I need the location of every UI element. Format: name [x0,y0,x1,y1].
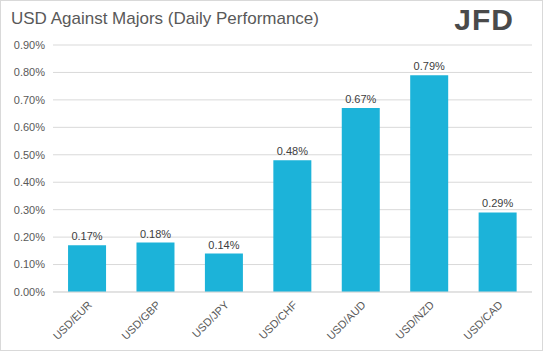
svg-text:0.48%: 0.48% [277,145,308,157]
svg-text:0.20%: 0.20% [14,231,45,243]
svg-text:0.18%: 0.18% [140,228,171,240]
svg-text:0.00%: 0.00% [14,286,45,298]
svg-text:0.70%: 0.70% [14,94,45,106]
svg-text:USD/GBP: USD/GBP [119,298,162,341]
svg-text:0.90%: 0.90% [14,39,45,51]
svg-text:0.50%: 0.50% [14,149,45,161]
svg-text:0.29%: 0.29% [482,197,513,209]
html-text:JFD: JFD [454,3,514,36]
svg-text:0.79%: 0.79% [414,60,445,72]
svg-text:USD/EUR: USD/EUR [51,298,95,342]
svg-text:USD/JPY: USD/JPY [190,298,232,340]
svg-text:0.80%: 0.80% [14,66,45,78]
svg-text:0.14%: 0.14% [208,239,239,251]
svg-text:0.40%: 0.40% [14,176,45,188]
svg-text:0.30%: 0.30% [14,204,45,216]
svg-text:USD/CAD: USD/CAD [461,298,505,342]
svg-text:USD/AUD: USD/AUD [324,298,368,342]
svg-text:USD/CHF: USD/CHF [256,298,299,341]
svg-text:0.17%: 0.17% [71,230,102,242]
html-text:USD Against Majors (Daily Perf: USD Against Majors (Daily Performance) [11,9,319,28]
svg-text:0.10%: 0.10% [14,258,45,270]
svg-text:USD/NZD: USD/NZD [393,298,436,341]
svg-text:0.67%: 0.67% [345,93,376,105]
svg-text:0.60%: 0.60% [14,121,45,133]
